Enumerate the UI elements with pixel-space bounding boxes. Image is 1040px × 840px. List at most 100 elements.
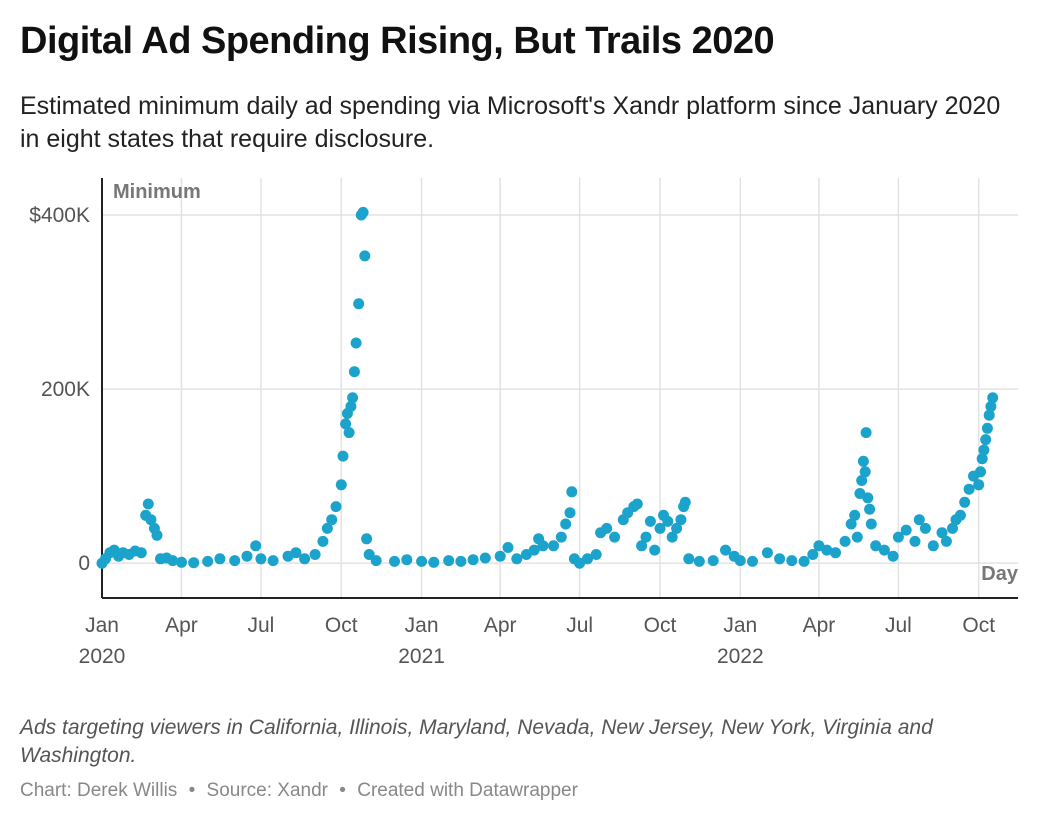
data-point: [353, 298, 365, 310]
data-point: [959, 496, 971, 508]
data-point: [679, 496, 691, 508]
data-point: [693, 555, 705, 567]
data-point: [582, 553, 593, 565]
chart-byline: Chart: Derek Willis • Source: Xandr • Cr…: [20, 780, 584, 802]
x-tick-label: Jan: [405, 614, 439, 637]
data-point: [455, 555, 467, 567]
data-point: [870, 540, 882, 552]
data-point: [878, 544, 890, 556]
x-tick-label: Apr: [165, 614, 198, 637]
data-point: [978, 444, 990, 456]
data-point: [548, 540, 559, 552]
data-point: [299, 553, 311, 565]
data-point: [370, 555, 382, 567]
data-point: [151, 529, 163, 541]
data-point: [856, 475, 868, 486]
data-point: [720, 544, 731, 556]
data-point: [443, 555, 455, 567]
axis-layer: Jan 2020 Apr Jul Oct Jan 2021 Apr Jul Oct Jan 2022 A…: [29, 178, 1018, 668]
byline-separator: •: [188, 780, 196, 801]
data-point: [900, 524, 912, 536]
data-point: [335, 479, 347, 491]
data-point: [389, 555, 400, 567]
data-point: [350, 337, 362, 349]
data-point: [671, 522, 683, 534]
data-point: [927, 540, 939, 552]
data-point: [479, 552, 491, 564]
chart-title: Digital Ad Spending Rising, But Trails 2…: [20, 20, 775, 62]
data-point: [913, 514, 925, 526]
data-point: [528, 544, 540, 556]
data-point: [564, 507, 576, 519]
data-point: [357, 206, 369, 218]
data-point: [537, 540, 549, 552]
data-point: [142, 498, 154, 510]
data-point: [649, 544, 661, 556]
data-point: [467, 554, 479, 566]
byline-author: Chart: Derek Willis: [20, 780, 178, 801]
data-point: [188, 557, 200, 569]
data-point: [839, 535, 851, 547]
x-tick-label: Oct: [962, 614, 995, 637]
data-point: [909, 535, 921, 547]
data-point: [555, 531, 567, 543]
data-point: [502, 542, 514, 553]
x-tick-label: Jul: [247, 614, 274, 637]
data-point: [947, 522, 958, 534]
data-point: [631, 498, 643, 510]
data-point: [644, 515, 656, 527]
data-point: [267, 555, 279, 567]
data-point: [560, 518, 572, 530]
x-tick-label: Apr: [803, 614, 836, 637]
data-point: [145, 514, 157, 526]
data-point: [416, 555, 428, 567]
x-tick-year: 2021: [398, 645, 445, 668]
data-point: [135, 547, 147, 559]
data-point: [229, 555, 241, 567]
data-point: [845, 518, 857, 530]
data-point: [250, 540, 262, 552]
x-tick-label: Jan: [85, 614, 119, 637]
data-point: [862, 492, 874, 504]
data-point: [337, 450, 349, 462]
data-point: [683, 553, 695, 565]
data-point: [290, 547, 302, 559]
data-point: [321, 522, 333, 534]
chart-subtitle: Estimated minimum daily ad spending via …: [20, 92, 1001, 153]
y-tick-label: 200K: [41, 378, 90, 401]
x-tick-year: 2022: [717, 645, 764, 668]
data-point: [807, 549, 819, 560]
data-point: [214, 553, 226, 565]
data-point: [830, 547, 841, 559]
x-tick-label: Jul: [885, 614, 912, 637]
data-point: [317, 535, 329, 547]
data-point: [636, 540, 648, 552]
data-point: [428, 556, 440, 568]
data-point: [981, 422, 993, 434]
data-point: [347, 392, 359, 404]
data-point: [707, 555, 719, 567]
data-point: [330, 501, 342, 513]
data-point: [640, 531, 652, 543]
data-point: [859, 466, 871, 478]
data-point: [864, 503, 876, 515]
data-point: [326, 514, 338, 526]
data-point: [919, 522, 931, 534]
data-point: [798, 555, 810, 567]
data-point: [851, 531, 863, 543]
data-point: [865, 518, 877, 530]
data-point: [359, 250, 371, 262]
data-point: [601, 522, 613, 534]
data-point: [860, 427, 872, 439]
x-axis-title: Day: [981, 563, 1019, 585]
data-point: [343, 427, 355, 439]
byline-separator: •: [339, 780, 346, 801]
x-tick-label: Oct: [644, 614, 677, 637]
data-point: [985, 401, 997, 412]
data-point: [849, 509, 861, 521]
data-point: [973, 479, 985, 491]
data-point: [401, 554, 413, 566]
data-point: [747, 555, 758, 567]
data-point: [176, 556, 187, 568]
